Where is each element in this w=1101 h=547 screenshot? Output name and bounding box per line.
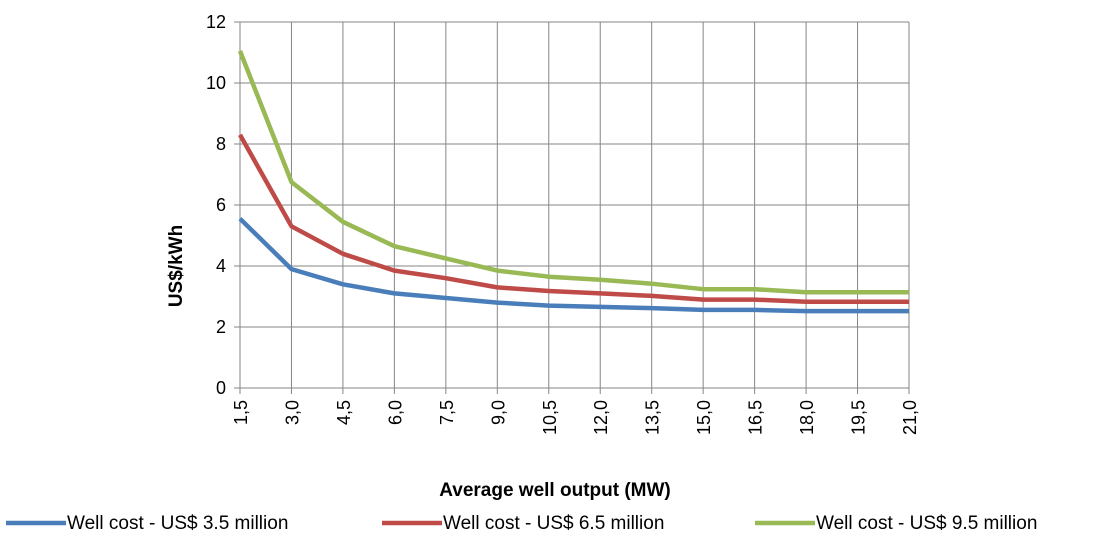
x-tick-label: 6,0 <box>385 400 405 425</box>
x-tick-label: 10,5 <box>540 400 560 435</box>
x-tick-label: 7,5 <box>437 400 457 425</box>
x-tick-label: 18,0 <box>797 400 817 435</box>
x-tick-label: 12,0 <box>591 400 611 435</box>
x-tick-label: 19,5 <box>849 400 869 435</box>
y-tick-label: 0 <box>216 378 226 398</box>
x-tick-label: 4,5 <box>334 400 354 425</box>
series-lines <box>237 50 909 314</box>
legend-label: Well cost - US$ 9.5 million <box>816 513 1037 534</box>
series-line-1 <box>238 217 909 314</box>
series-line-2 <box>238 133 909 304</box>
series-line-3 <box>237 50 909 295</box>
legend: Well cost - US$ 3.5 million Well cost - U… <box>6 513 1037 534</box>
legend-label: Well cost - US$ 3.5 million <box>67 513 288 534</box>
y-tick-labels: 0 2 4 6 8 10 12 <box>206 12 226 398</box>
y-tick-label: 12 <box>206 12 226 32</box>
x-tick-label: 3,0 <box>282 400 302 425</box>
legend-item-3: Well cost - US$ 9.5 million <box>755 513 1037 534</box>
x-tick-label: 1,5 <box>231 400 251 425</box>
y-tick-label: 6 <box>216 195 226 215</box>
x-tick-label: 16,5 <box>746 400 766 435</box>
legend-label: Well cost - US$ 6.5 million <box>443 513 664 534</box>
x-tick-label: 13,5 <box>643 400 663 435</box>
legend-item-2: Well cost - US$ 6.5 million <box>382 513 664 534</box>
x-tick-label: 9,0 <box>488 400 508 425</box>
x-tick-label: 15,0 <box>694 400 714 435</box>
x-axis-title: Average well output (MW) <box>439 480 671 501</box>
grid <box>240 21 910 388</box>
axes <box>234 21 910 394</box>
y-axis-title: US$/kWh <box>166 225 187 307</box>
legend-item-1: Well cost - US$ 3.5 million <box>6 513 288 534</box>
y-tick-label: 8 <box>216 134 226 154</box>
y-tick-label: 2 <box>216 317 226 337</box>
x-tick-label: 21,0 <box>900 400 920 435</box>
y-tick-label: 4 <box>216 256 226 276</box>
x-tick-labels: 1,5 3,0 4,5 6,0 7,5 9,0 10,5 12,0 13,5 15,0 16,5 18… <box>231 400 920 435</box>
y-tick-label: 10 <box>206 73 226 93</box>
